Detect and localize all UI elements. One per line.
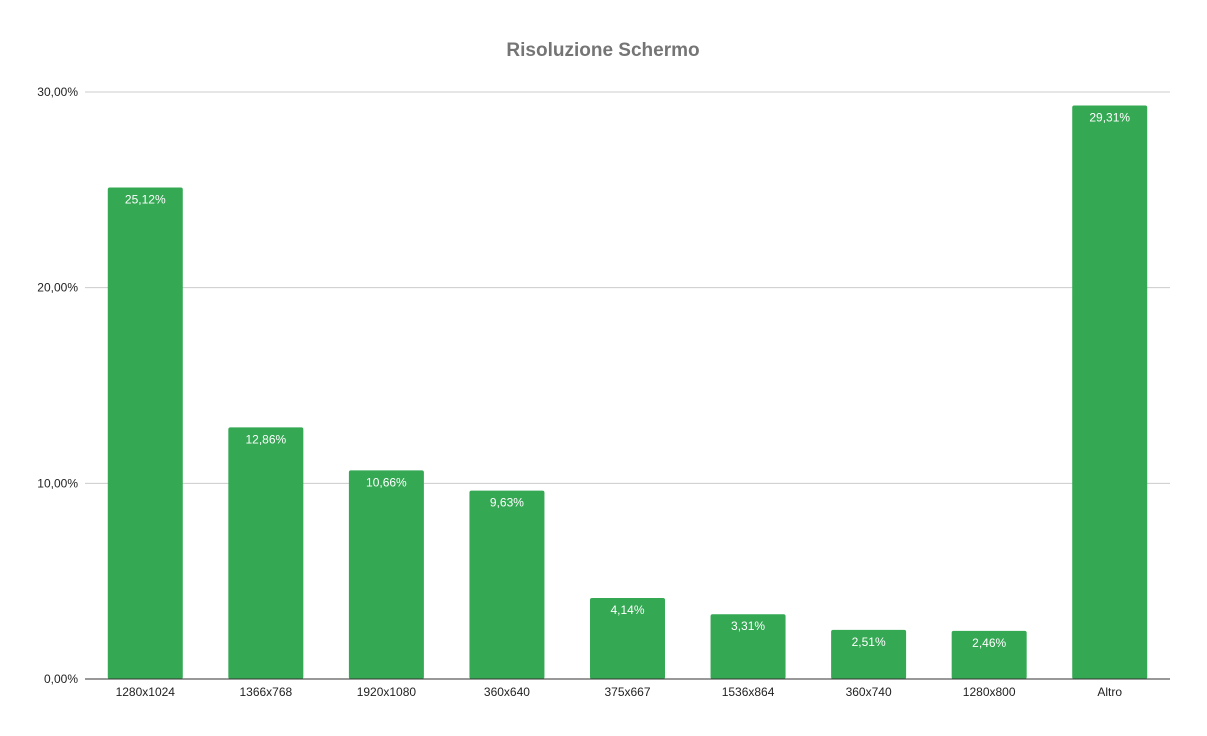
y-tick-label: 10,00%: [37, 476, 78, 490]
gridlines: [85, 91, 1170, 484]
x-tick-label: Altro: [1097, 685, 1122, 699]
bar-value-label: 25,12%: [125, 192, 166, 206]
bar-value-label: 9,63%: [490, 496, 524, 510]
x-tick-label: 375x667: [604, 685, 650, 699]
bar-value-label: 2,51%: [852, 635, 886, 649]
y-axis-ticks: 0,00% 10,00% 20,00% 30,00%: [37, 85, 78, 686]
bar: [710, 614, 786, 679]
bar: [831, 629, 907, 679]
bar-value-label: 3,31%: [731, 619, 765, 633]
bar-value-label: 4,14%: [610, 603, 644, 617]
bar: [1072, 105, 1148, 680]
bar: [107, 187, 183, 679]
y-tick-label: 20,00%: [37, 281, 78, 295]
bar-value-label: 10,66%: [366, 475, 407, 489]
y-tick-label: 30,00%: [37, 85, 78, 99]
data-labels: 25,12% 12,86% 10,66% 9,63% 4,14% 3,31% 2,51% 2,…: [125, 111, 1130, 650]
x-axis-ticks: 1280x1024 1366x768 1920x1080 360x640 375x667…: [116, 685, 1123, 699]
bar: [228, 427, 304, 679]
bar: [469, 490, 545, 679]
x-tick-label: 1536x864: [722, 685, 775, 699]
x-tick-label: 1366x768: [239, 685, 292, 699]
bar: [590, 597, 665, 679]
bar: [348, 470, 424, 679]
bars: [107, 105, 1148, 680]
chart-title: Risoluzione Schermo: [506, 40, 699, 61]
bar: [951, 630, 1027, 679]
x-tick-label: 360x740: [846, 685, 892, 699]
x-tick-label: 360x640: [484, 685, 530, 699]
x-tick-label: 1920x1080: [357, 685, 417, 699]
y-tick-label: 0,00%: [44, 672, 78, 686]
x-tick-label: 1280x800: [963, 685, 1016, 699]
bar-value-label: 2,46%: [972, 636, 1006, 650]
x-tick-label: 1280x1024: [116, 685, 176, 699]
bar-value-label: 29,31%: [1089, 111, 1130, 125]
bar-value-label: 12,86%: [245, 432, 286, 446]
